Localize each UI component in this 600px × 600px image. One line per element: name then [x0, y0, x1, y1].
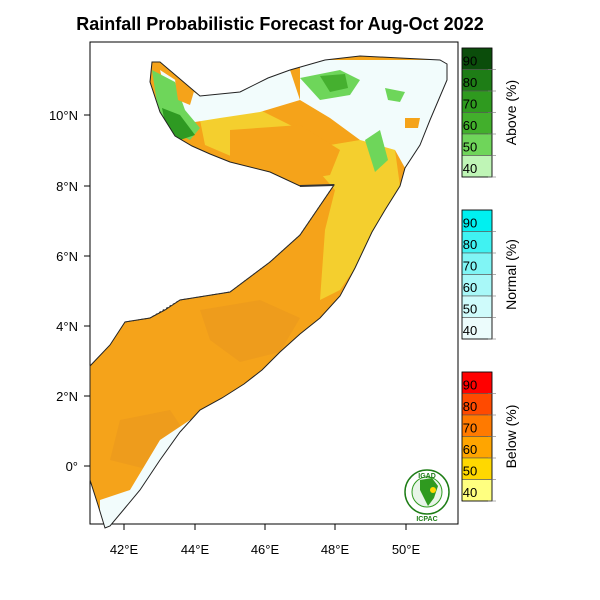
legend-label: 90 — [463, 54, 477, 69]
lat-axis: 10°N 8°N 6°N 4°N 2°N 0° — [49, 108, 90, 474]
legend-title: Normal (%) — [503, 239, 519, 310]
normal-40-region — [160, 70, 300, 122]
legend-label: 90 — [463, 216, 477, 231]
below-50-pocket — [405, 118, 420, 128]
lat-tick-label: 0° — [66, 459, 78, 474]
lat-tick-label: 2°N — [56, 389, 78, 404]
legend-label: 60 — [463, 118, 477, 133]
lon-tick-label: 44°E — [181, 542, 210, 557]
legend-label: 80 — [463, 237, 477, 252]
above-70-region — [162, 108, 195, 140]
lon-tick-label: 50°E — [392, 542, 421, 557]
legend-label: 70 — [463, 97, 477, 112]
logo-bottom-text: ICPAC — [416, 516, 437, 523]
legend-label: 40 — [463, 161, 477, 176]
logo-dot — [430, 487, 436, 493]
legend-below: 90 80 70 60 50 40 Below (%) — [461, 371, 519, 502]
legend-label: 40 — [463, 323, 477, 338]
lat-tick-label: 6°N — [56, 249, 78, 264]
above-50-region — [365, 130, 388, 172]
lon-axis: 42°E 44°E 46°E 48°E 50°E — [110, 524, 421, 557]
legend-label: 60 — [463, 442, 477, 457]
lon-tick-label: 42°E — [110, 542, 139, 557]
legend-above: 90 80 70 60 50 40 Above (%) — [461, 47, 519, 178]
logo-top-text: IGAD — [418, 473, 436, 480]
above-50-region — [385, 88, 405, 102]
lon-tick-label: 48°E — [321, 542, 350, 557]
legend-label: 80 — [463, 399, 477, 414]
legend-label: 90 — [463, 378, 477, 393]
legend-label: 40 — [463, 485, 477, 500]
legend-label: 50 — [463, 140, 477, 155]
color-legends: 90 80 70 60 50 40 Above (%) 90 80 70 60 50 40 Normal … — [461, 47, 519, 502]
border-line — [124, 184, 335, 323]
legend-title: Below (%) — [503, 405, 519, 469]
legend-label: 70 — [463, 421, 477, 436]
legend-label: 60 — [463, 280, 477, 295]
below-40-region — [300, 140, 400, 300]
legend-label: 80 — [463, 75, 477, 90]
legend-label: 70 — [463, 259, 477, 274]
map-title: Rainfall Probabilistic Forecast for Aug-… — [76, 14, 484, 34]
legend-label: 50 — [463, 464, 477, 479]
africa-icon — [420, 478, 438, 506]
below-50-core — [230, 125, 340, 180]
legend-normal: 90 80 70 60 50 40 Normal (%) — [461, 209, 519, 340]
border-line — [299, 184, 335, 187]
above-50-region — [152, 70, 200, 140]
above-60-region — [320, 74, 348, 92]
lon-tick-label: 46°E — [251, 542, 280, 557]
lat-tick-label: 4°N — [56, 319, 78, 334]
below-50-block — [200, 300, 300, 362]
icpac-logo: IGAD ICPAC — [404, 469, 450, 523]
legend-label: 50 — [463, 302, 477, 317]
lat-tick-label: 10°N — [49, 108, 78, 123]
legend-title: Above (%) — [503, 80, 519, 145]
lat-tick-label: 8°N — [56, 179, 78, 194]
